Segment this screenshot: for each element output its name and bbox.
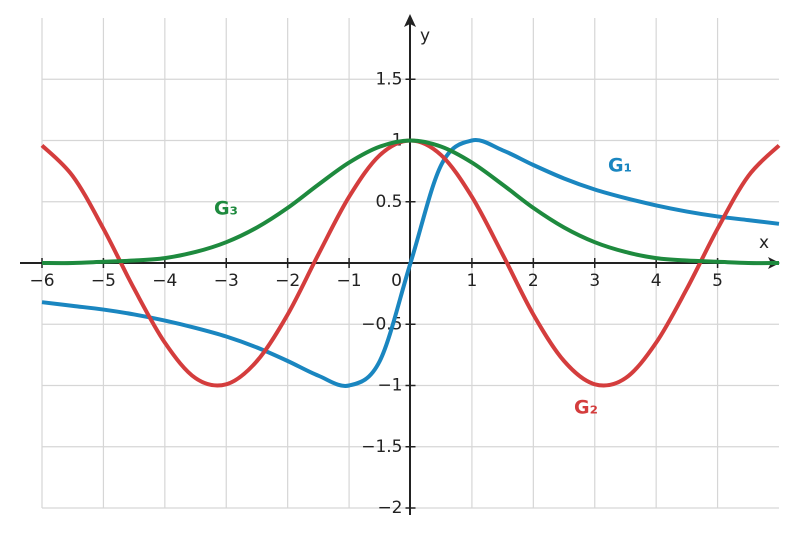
series-label: G₃: [214, 198, 238, 220]
x-tick-label: −2: [275, 271, 300, 291]
x-tick-label: 1: [467, 271, 478, 291]
x-tick-label: −1: [337, 271, 362, 291]
y-tick-label: −2: [377, 498, 402, 518]
series-label: G₁: [608, 155, 632, 177]
y-axis-arrow: [404, 14, 416, 27]
y-tick-label: −1: [377, 376, 402, 396]
y-tick-label: −1.5: [361, 437, 402, 457]
x-axis-label: x: [759, 233, 769, 253]
y-tick-label: 1.5: [375, 69, 402, 89]
x-tick-label: 4: [651, 271, 662, 291]
curve: [41, 138, 780, 388]
y-tick-label: 0.5: [375, 192, 402, 212]
curve: [41, 138, 780, 266]
y-axis-label: y: [420, 26, 430, 46]
x-tick-label: 2: [528, 271, 539, 291]
x-tick-label: 3: [589, 271, 600, 291]
x-tick-label: −3: [214, 271, 239, 291]
x-tick-label: −5: [91, 271, 116, 291]
x-tick-label: 5: [712, 271, 723, 291]
series-label: G₂: [574, 397, 598, 419]
x-tick-label: 0: [391, 271, 402, 291]
x-tick-label: −4: [152, 271, 177, 291]
x-tick-label: −6: [29, 271, 54, 291]
